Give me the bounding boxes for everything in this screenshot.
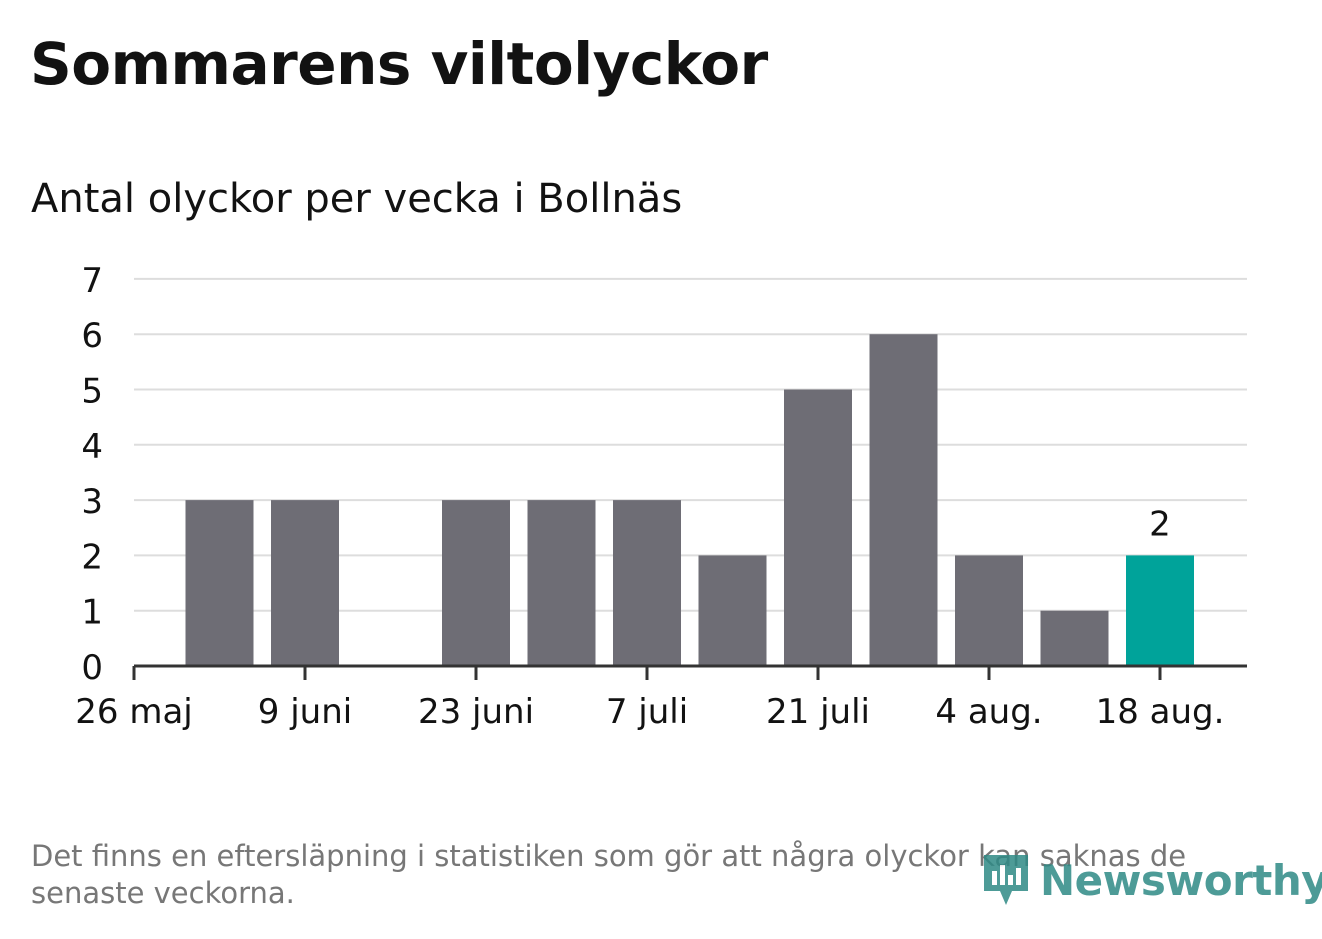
bar-v24	[271, 500, 339, 666]
bar-v34	[1126, 555, 1194, 666]
y-tick-label: 2	[81, 537, 103, 577]
x-tick-label: 26 maj	[75, 692, 192, 732]
bar-v23	[185, 500, 254, 666]
x-tick-label: 18 aug.	[1096, 692, 1225, 732]
x-axis	[132, 664, 1247, 680]
y-tick-label: 5	[81, 372, 103, 412]
y-tick-label: 1	[81, 593, 103, 633]
bar-v32	[955, 555, 1023, 666]
y-tick-label: 7	[81, 261, 103, 301]
y-tick-label: 0	[81, 648, 103, 688]
x-tick-label: 7 juli	[606, 692, 688, 732]
bar-v26	[442, 500, 510, 666]
chart-title: Sommarens viltolyckor	[30, 30, 768, 98]
x-tick-label: 9 juni	[258, 692, 352, 732]
x-tick-label: 23 juni	[418, 692, 534, 732]
y-axis-labels: 0 1 2 3 4 5 6 7	[81, 261, 103, 688]
data-label: 2	[1149, 504, 1171, 544]
bar-v28	[613, 500, 681, 666]
data-labels: 2	[1149, 504, 1171, 544]
bar-v29	[698, 555, 767, 666]
newsworthy-logo-text: Newsworthy	[1040, 855, 1322, 905]
newsworthy-logo-icon	[984, 855, 1028, 905]
y-tick-label: 4	[81, 427, 103, 467]
bar-v30	[784, 389, 852, 666]
bars	[185, 334, 1194, 666]
bar-v31	[869, 334, 938, 666]
x-axis-labels: 26 maj 9 juni 23 juni 7 juli 21 juli 4 aug. 18…	[75, 692, 1224, 732]
bar-v33	[1040, 610, 1109, 666]
x-tick-label: 21 juli	[766, 692, 870, 732]
chart-subtitle: Antal olyckor per vecka i Bollnäs	[31, 176, 683, 222]
y-tick-label: 6	[81, 316, 103, 356]
x-tick-label: 4 aug.	[935, 692, 1042, 732]
newsworthy-logo: Newsworthy	[980, 848, 1322, 912]
y-tick-label: 3	[81, 482, 103, 522]
bar-v27	[527, 500, 596, 666]
